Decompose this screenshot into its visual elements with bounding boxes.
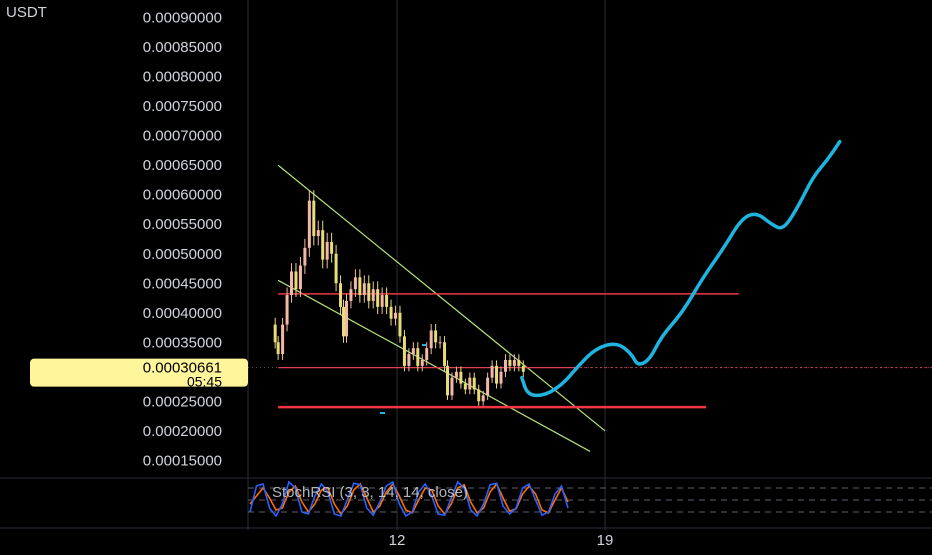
- candle: [394, 312, 398, 319]
- candle: [512, 359, 516, 366]
- y-tick-label: 0.00080000: [143, 69, 222, 86]
- candle-countdown: 05:45: [187, 374, 222, 390]
- candle: [273, 324, 277, 343]
- candle: [349, 289, 353, 301]
- candle: [477, 389, 481, 402]
- y-tick-label: 0.00045000: [143, 275, 222, 292]
- candle: [307, 200, 311, 248]
- candle: [353, 277, 357, 290]
- y-tick-label: 0.00075000: [143, 98, 222, 115]
- candle: [416, 348, 420, 366]
- candle: [303, 247, 307, 266]
- candle: [411, 348, 415, 355]
- candle: [521, 365, 525, 372]
- candle: [290, 271, 294, 296]
- candle: [281, 324, 285, 355]
- candle: [420, 359, 424, 366]
- candle: [362, 283, 366, 296]
- channel-lower-line[interactable]: [277, 279, 591, 452]
- candle: [298, 265, 302, 290]
- current-price-value: 0.00030661: [143, 360, 222, 377]
- y-tick-label: 0.00050000: [143, 246, 222, 263]
- y-tick-label: 0.00060000: [143, 187, 222, 204]
- y-tick-label: 0.00070000: [143, 128, 222, 145]
- candle: [472, 377, 476, 390]
- candle: [321, 230, 325, 260]
- candle: [495, 365, 499, 384]
- candle: [434, 330, 438, 343]
- candle: [517, 359, 521, 366]
- candle: [371, 289, 375, 301]
- candle: [376, 289, 380, 307]
- y-tick-label: 0.00025000: [143, 393, 222, 410]
- candle: [407, 354, 411, 366]
- candle: [398, 312, 402, 337]
- candle: [429, 330, 433, 349]
- projection-curve[interactable]: [520, 139, 842, 398]
- candle: [490, 365, 494, 378]
- y-tick-label: 0.00015000: [143, 452, 222, 469]
- candle: [438, 342, 442, 344]
- candle: [344, 300, 348, 337]
- stoch-rsi-label: StochRSI (3, 3, 14, 14, close): [272, 484, 468, 501]
- x-tick-label: 19: [597, 532, 614, 549]
- candle: [454, 371, 458, 378]
- candle: [503, 359, 507, 372]
- candle: [330, 241, 334, 254]
- candle: [325, 241, 329, 260]
- candle: [389, 306, 393, 319]
- y-tick-label: 0.00040000: [143, 305, 222, 322]
- candle: [316, 230, 320, 237]
- candle: [459, 371, 463, 384]
- candle: [499, 371, 503, 384]
- candle: [443, 342, 447, 366]
- candle: [385, 295, 389, 307]
- candle: [486, 377, 490, 396]
- candle: [342, 306, 346, 337]
- candle: [367, 283, 371, 301]
- y-tick-label: 0.00035000: [143, 334, 222, 351]
- y-tick-label: 0.00020000: [143, 423, 222, 440]
- candle: [285, 295, 289, 325]
- current-price-badge: [30, 358, 248, 387]
- candle: [481, 395, 485, 402]
- y-tick-label: 0.00065000: [143, 157, 222, 174]
- candle: [402, 336, 406, 366]
- candle: [425, 348, 429, 360]
- y-tick-label: 0.00055000: [143, 216, 222, 233]
- x-tick-label: 12: [389, 532, 406, 549]
- candle: [450, 377, 454, 396]
- y-tick-label: 0.00090000: [143, 10, 222, 27]
- candle: [334, 253, 338, 284]
- currency-label: USDT: [6, 4, 47, 21]
- stoch-k-line: [249, 480, 569, 518]
- candle: [294, 271, 298, 290]
- candle: [276, 342, 280, 355]
- candle: [508, 359, 512, 366]
- candle: [468, 377, 472, 390]
- channel-upper-line[interactable]: [277, 164, 606, 432]
- candle: [358, 277, 362, 296]
- y-tick-label: 0.00085000: [143, 39, 222, 56]
- candle: [339, 283, 343, 307]
- candle: [380, 295, 384, 307]
- candle: [463, 383, 467, 390]
- candle: [312, 200, 316, 237]
- candle: [446, 365, 450, 396]
